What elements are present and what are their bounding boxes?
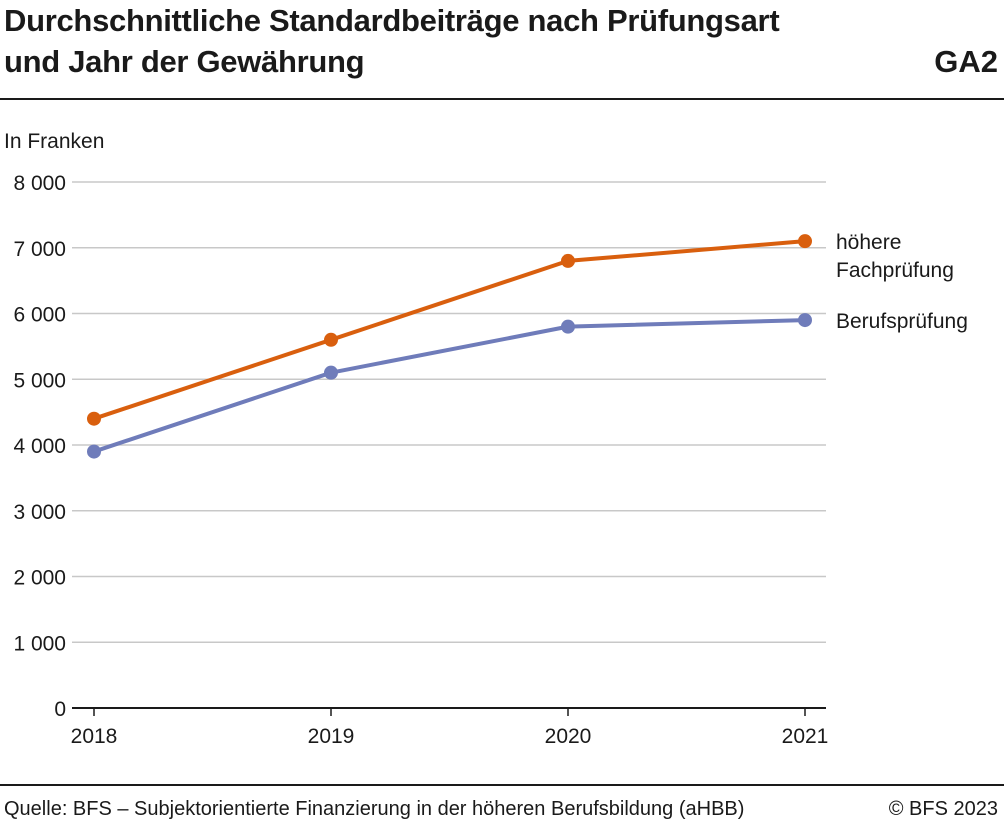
y-tick-label: 7 000 xyxy=(13,238,66,261)
y-tick-label: 6 000 xyxy=(13,304,66,327)
series-line xyxy=(93,239,806,421)
x-tick-labels: 2018 2019 2020 2021 xyxy=(71,708,829,748)
bottom-divider xyxy=(0,784,1004,786)
x-tick-label: 2019 xyxy=(308,725,355,748)
chart-title: Durchschnittliche Standardbeiträge nach … xyxy=(4,0,904,82)
chart-title-line2: und Jahr der Gewährung xyxy=(4,44,365,79)
data-point xyxy=(324,332,338,347)
top-divider xyxy=(0,98,1004,100)
y-tick-label: 8 000 xyxy=(13,172,66,195)
grid-lines xyxy=(72,181,826,709)
series-group xyxy=(87,234,812,459)
y-tick-labels: 0 1 000 2 000 3 000 4 000 5 000 6 000 7 000 8 00… xyxy=(13,172,66,721)
y-tick-label: 0 xyxy=(54,698,66,721)
y-axis-label: In Franken xyxy=(4,130,104,153)
series-line xyxy=(93,318,806,454)
chart-title-line1: Durchschnittliche Standardbeiträge nach … xyxy=(4,3,780,38)
y-tick-label: 1 000 xyxy=(13,632,66,655)
data-point xyxy=(561,253,575,268)
data-point xyxy=(324,365,338,380)
series-label: höhere xyxy=(836,231,901,254)
copyright-note: © BFS 2023 xyxy=(888,798,998,820)
data-point xyxy=(87,444,101,459)
data-point xyxy=(561,319,575,334)
series-label: Fachprüfung xyxy=(836,259,954,282)
x-tick-label: 2020 xyxy=(545,725,592,748)
y-tick-label: 3 000 xyxy=(13,501,66,524)
series-labels: höhere Fachprüfung Berufsprüfung xyxy=(836,231,968,333)
y-tick-label: 4 000 xyxy=(13,435,66,458)
x-tick-label: 2021 xyxy=(782,725,829,748)
data-point xyxy=(87,411,101,426)
data-point xyxy=(798,313,812,328)
data-point xyxy=(798,234,812,249)
series-label: Berufsprüfung xyxy=(836,310,968,333)
x-tick-label: 2018 xyxy=(71,725,118,748)
y-tick-label: 2 000 xyxy=(13,567,66,590)
chart-code: GA2 xyxy=(934,44,998,79)
y-tick-label: 5 000 xyxy=(13,369,66,392)
source-note: Quelle: BFS – Subjektorientierte Finanzi… xyxy=(4,798,745,820)
